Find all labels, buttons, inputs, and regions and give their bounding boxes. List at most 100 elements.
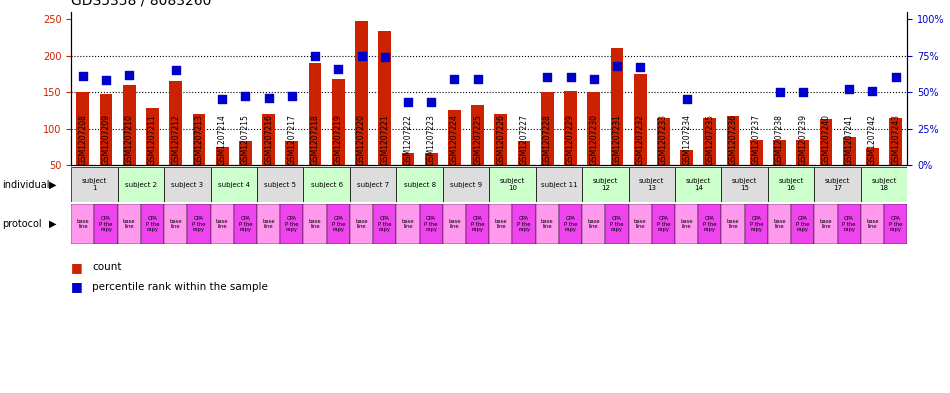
- Text: CPA
P the
rapy: CPA P the rapy: [285, 216, 298, 232]
- FancyBboxPatch shape: [118, 204, 141, 244]
- Text: GSM1207231: GSM1207231: [613, 114, 621, 165]
- Bar: [703, 118, 716, 165]
- Text: count: count: [92, 262, 122, 272]
- Text: GSM1207216: GSM1207216: [264, 114, 274, 165]
- Text: GSM1207234: GSM1207234: [682, 114, 692, 165]
- Text: CPA
P the
rapy: CPA P the rapy: [332, 216, 345, 232]
- Bar: [193, 114, 205, 165]
- Text: base
line: base line: [402, 219, 414, 230]
- FancyBboxPatch shape: [768, 167, 814, 202]
- Point: [99, 77, 114, 84]
- Bar: [657, 118, 670, 165]
- FancyBboxPatch shape: [838, 204, 861, 244]
- FancyBboxPatch shape: [512, 204, 536, 244]
- Text: GSM1207219: GSM1207219: [333, 114, 343, 165]
- FancyBboxPatch shape: [629, 167, 675, 202]
- Bar: [76, 92, 89, 165]
- Point: [540, 74, 555, 81]
- FancyBboxPatch shape: [489, 167, 536, 202]
- Text: GSM1207228: GSM1207228: [542, 114, 552, 165]
- Text: CPA
P the
rapy: CPA P the rapy: [425, 216, 438, 232]
- Text: GSM1207241: GSM1207241: [845, 114, 854, 165]
- Text: CPA
P the
rapy: CPA P the rapy: [656, 216, 670, 232]
- Text: GSM1207229: GSM1207229: [566, 114, 575, 165]
- Point: [563, 74, 579, 81]
- Text: base
line: base line: [262, 219, 275, 230]
- Text: GSM1207237: GSM1207237: [751, 114, 761, 165]
- Text: GSM1207209: GSM1207209: [102, 114, 110, 165]
- FancyBboxPatch shape: [489, 204, 512, 244]
- FancyBboxPatch shape: [350, 204, 373, 244]
- Text: GSM1207214: GSM1207214: [218, 114, 227, 165]
- Point: [331, 66, 346, 72]
- FancyBboxPatch shape: [234, 204, 257, 244]
- Text: GSM1207240: GSM1207240: [822, 114, 830, 165]
- Text: GSM1207233: GSM1207233: [659, 114, 668, 165]
- Point: [609, 62, 624, 69]
- Text: base
line: base line: [541, 219, 554, 230]
- FancyBboxPatch shape: [536, 204, 559, 244]
- Text: subject
12: subject 12: [593, 178, 618, 191]
- FancyBboxPatch shape: [466, 204, 489, 244]
- Point: [168, 67, 183, 73]
- Point: [679, 96, 694, 103]
- Text: subject
17: subject 17: [825, 178, 850, 191]
- Bar: [448, 110, 461, 165]
- Bar: [262, 114, 276, 165]
- FancyBboxPatch shape: [629, 204, 652, 244]
- Point: [400, 99, 415, 105]
- Text: ■: ■: [71, 280, 83, 294]
- FancyBboxPatch shape: [94, 204, 118, 244]
- Bar: [378, 31, 391, 165]
- Bar: [425, 152, 438, 165]
- Text: GSM1207223: GSM1207223: [427, 114, 436, 165]
- Text: GSM1207238: GSM1207238: [775, 114, 784, 165]
- Text: base
line: base line: [634, 219, 647, 230]
- Text: base
line: base line: [727, 219, 739, 230]
- Bar: [518, 141, 530, 165]
- Bar: [587, 92, 600, 165]
- Bar: [796, 140, 809, 165]
- Text: CPA
P the
rapy: CPA P the rapy: [192, 216, 206, 232]
- Text: CPA
P the
rapy: CPA P the rapy: [889, 216, 902, 232]
- Text: GSM1207211: GSM1207211: [148, 114, 157, 165]
- Text: GSM1207217: GSM1207217: [287, 114, 296, 165]
- Bar: [402, 152, 414, 165]
- Point: [795, 89, 810, 95]
- FancyBboxPatch shape: [280, 204, 303, 244]
- FancyBboxPatch shape: [721, 204, 745, 244]
- FancyBboxPatch shape: [605, 204, 629, 244]
- FancyBboxPatch shape: [861, 167, 907, 202]
- Bar: [541, 92, 554, 165]
- Text: subject 6: subject 6: [311, 182, 343, 188]
- Text: base
line: base line: [123, 219, 136, 230]
- FancyBboxPatch shape: [814, 204, 838, 244]
- FancyBboxPatch shape: [396, 204, 420, 244]
- Text: GSM1207222: GSM1207222: [404, 114, 412, 165]
- FancyBboxPatch shape: [373, 204, 396, 244]
- FancyBboxPatch shape: [164, 167, 211, 202]
- FancyBboxPatch shape: [257, 167, 303, 202]
- Bar: [471, 105, 484, 165]
- FancyBboxPatch shape: [675, 167, 721, 202]
- FancyBboxPatch shape: [814, 167, 861, 202]
- Text: CPA
P the
rapy: CPA P the rapy: [378, 216, 391, 232]
- Text: ▶: ▶: [49, 180, 57, 190]
- Bar: [680, 151, 693, 165]
- Text: subject 3: subject 3: [171, 182, 203, 188]
- Text: subject 5: subject 5: [264, 182, 296, 188]
- Point: [888, 74, 903, 81]
- Text: subject 9: subject 9: [450, 182, 482, 188]
- Text: ■: ■: [71, 261, 83, 274]
- Bar: [564, 91, 577, 165]
- Text: GSM1207227: GSM1207227: [520, 114, 528, 165]
- FancyBboxPatch shape: [791, 204, 814, 244]
- FancyBboxPatch shape: [350, 167, 396, 202]
- FancyBboxPatch shape: [675, 204, 698, 244]
- FancyBboxPatch shape: [303, 167, 350, 202]
- Text: subject
10: subject 10: [500, 178, 525, 191]
- Bar: [866, 148, 879, 165]
- FancyBboxPatch shape: [536, 167, 582, 202]
- Bar: [727, 116, 739, 165]
- Text: CPA
P the
rapy: CPA P the rapy: [471, 216, 484, 232]
